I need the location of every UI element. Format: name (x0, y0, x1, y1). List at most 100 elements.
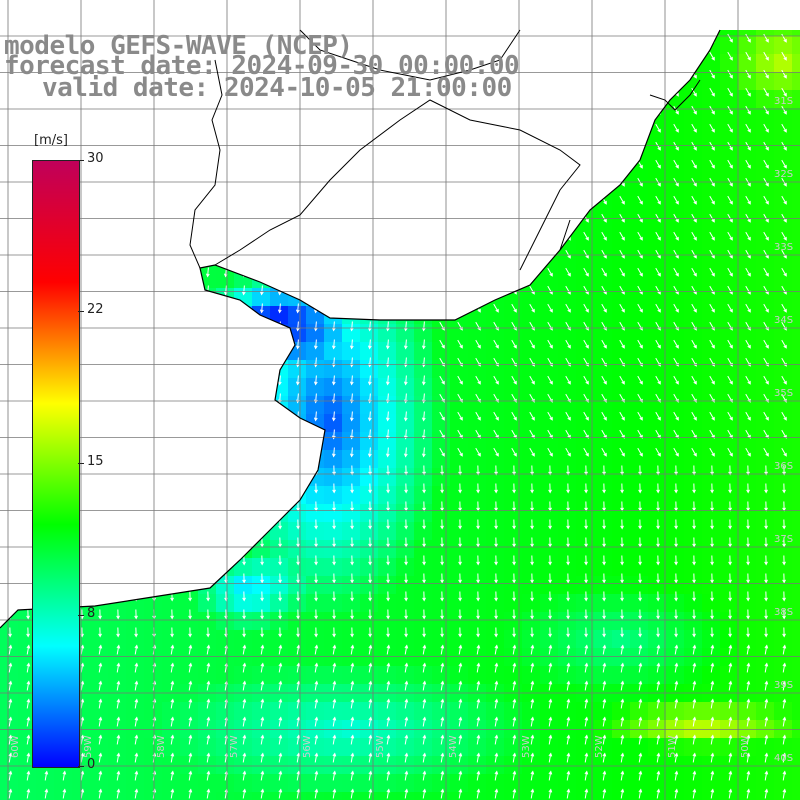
wind-speed-cell (378, 774, 397, 793)
wind-arrow (476, 752, 481, 763)
wind-arrow (673, 249, 679, 259)
wind-arrow (566, 627, 570, 638)
wind-speed-cell (468, 612, 487, 631)
wind-speed-cell (738, 306, 757, 325)
wind-speed-cell (450, 702, 469, 721)
wind-speed-cell (792, 306, 800, 325)
title-forecast-date: forecast date: 2024-09-30 00:00:00 (4, 51, 520, 81)
wind-arrow (745, 159, 751, 169)
wind-arrow (134, 609, 138, 620)
wind-speed-cell (198, 774, 217, 793)
wind-speed-cell (666, 234, 685, 253)
wind-speed-cell (630, 342, 649, 361)
wind-speed-cell (774, 54, 793, 73)
wind-arrow (512, 770, 517, 781)
wind-speed-cell (684, 306, 703, 325)
wind-arrow (583, 339, 589, 349)
wind-speed-cell (738, 30, 757, 37)
wind-speed-cell (162, 774, 181, 793)
wind-speed-cell (414, 486, 433, 505)
wind-speed-cell (486, 702, 505, 721)
wind-speed-cell (648, 198, 667, 217)
wind-speed-cell (630, 774, 649, 793)
wind-arrow (530, 537, 534, 548)
wind-speed-cell (792, 666, 800, 685)
wind-arrow (314, 644, 319, 655)
wind-speed-cell (522, 738, 541, 757)
wind-arrow (494, 627, 498, 638)
wind-arrow (26, 788, 31, 799)
wind-arrow (764, 519, 768, 530)
wind-speed-cell (648, 234, 667, 253)
wind-arrow (259, 303, 264, 314)
wind-arrow (728, 465, 732, 476)
longitude-label: 54W (448, 735, 459, 758)
wind-arrow (277, 303, 282, 314)
wind-speed-cell (486, 342, 505, 361)
wind-arrow (512, 644, 517, 655)
wind-speed-cell (414, 432, 433, 451)
wind-speed-cell (450, 378, 469, 397)
wind-arrow (440, 680, 445, 691)
wind-arrow (782, 519, 786, 530)
wind-speed-cell (792, 504, 800, 523)
wind-arrow (98, 609, 102, 620)
wind-speed-cell (684, 648, 703, 667)
wind-arrow (763, 411, 769, 421)
wind-speed-cell (738, 108, 757, 127)
wind-arrow (476, 519, 480, 530)
wind-arrow (655, 267, 661, 277)
wind-speed-cell (522, 522, 541, 541)
wind-arrow (566, 519, 570, 530)
wind-arrow (709, 447, 715, 457)
wind-speed-cell (540, 612, 559, 631)
wind-speed-cell (792, 414, 800, 433)
wind-arrow (655, 159, 661, 169)
wind-speed-cell (738, 216, 757, 235)
wind-arrow (763, 141, 769, 151)
wind-speed-cell (432, 576, 451, 595)
wind-speed-cell (540, 594, 559, 613)
wind-arrow (620, 555, 624, 566)
wind-arrow (404, 734, 409, 745)
wind-speed-cell (756, 216, 775, 235)
wind-arrow (349, 411, 354, 422)
wind-arrow (278, 788, 283, 799)
wind-arrow (529, 375, 535, 385)
wind-speed-cell (108, 666, 127, 685)
wind-arrow (440, 519, 444, 530)
wind-arrow (548, 573, 552, 584)
wind-speed-cell (324, 756, 343, 775)
wind-arrow (422, 662, 427, 673)
wind-arrow (584, 555, 588, 566)
wind-speed-cell (504, 306, 523, 325)
wind-arrow (260, 609, 264, 620)
colorbar-tick-label: 22 (87, 302, 104, 317)
wind-speed-cell (540, 774, 559, 793)
wind-arrow (620, 770, 625, 781)
colorbar-tick-mark (78, 615, 84, 616)
wind-speed-cell (324, 414, 343, 433)
wind-speed-cell (486, 504, 505, 523)
wind-speed-cell (738, 342, 757, 361)
wind-speed-cell (756, 180, 775, 199)
wind-speed-cell (720, 414, 739, 433)
wind-speed-cell (558, 540, 577, 559)
wind-speed-cell (648, 666, 667, 685)
wind-speed-cell (702, 54, 721, 73)
wind-arrow (26, 770, 31, 781)
wind-speed-cell (738, 54, 757, 73)
wind-speed-cell (630, 756, 649, 775)
wind-arrow (512, 573, 516, 584)
wind-arrow (566, 752, 571, 763)
wind-arrow (134, 752, 139, 763)
wind-speed-cell (306, 666, 325, 685)
wind-speed-cell (558, 576, 577, 595)
wind-speed-cell (702, 90, 721, 109)
wind-speed-cell (684, 468, 703, 487)
longitude-label: 50W (740, 735, 751, 758)
wind-speed-cell (270, 756, 289, 775)
wind-speed-cell (612, 288, 631, 307)
wind-arrow (781, 411, 787, 421)
wind-arrow (422, 770, 427, 781)
